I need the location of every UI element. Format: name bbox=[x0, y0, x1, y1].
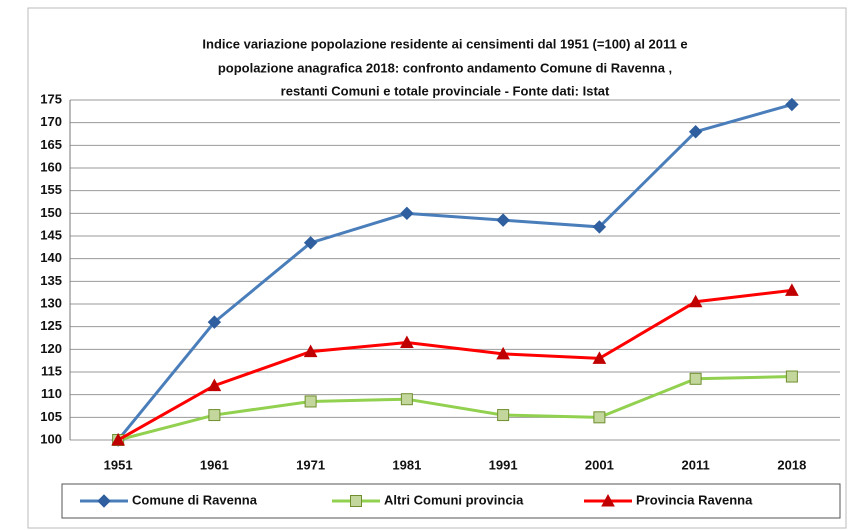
marker bbox=[303, 344, 318, 358]
marker bbox=[785, 97, 799, 112]
y-tick-label: 160 bbox=[40, 159, 62, 174]
marker bbox=[785, 283, 799, 296]
x-tick-label: 2018 bbox=[777, 457, 806, 472]
marker bbox=[207, 315, 222, 329]
series-line bbox=[116, 103, 793, 441]
x-tick-label: 1971 bbox=[296, 457, 325, 472]
x-tick-label: 2011 bbox=[682, 457, 710, 472]
y-tick-label: 105 bbox=[40, 409, 62, 424]
y-tick-label: 150 bbox=[40, 205, 62, 220]
legend-box bbox=[61, 483, 841, 519]
y-tick-label: 110 bbox=[41, 386, 62, 401]
x-tick-label: 1991 bbox=[489, 457, 518, 472]
y-tick-label: 100 bbox=[40, 431, 62, 446]
y-tick-label: 135 bbox=[40, 273, 62, 288]
x-tick-label: 2001 bbox=[585, 457, 614, 472]
series-line bbox=[117, 288, 793, 442]
chart-frame bbox=[27, 7, 847, 529]
y-tick-label: 120 bbox=[40, 341, 62, 356]
marker bbox=[400, 393, 413, 406]
y-tick-label: 130 bbox=[40, 295, 62, 310]
marker bbox=[400, 206, 414, 221]
chart-title: Indice variazione popolazione residente … bbox=[202, 36, 687, 51]
marker bbox=[496, 213, 510, 227]
y-tick-label: 170 bbox=[40, 114, 62, 129]
y-tick-label: 115 bbox=[41, 363, 62, 378]
y-tick-label: 125 bbox=[40, 318, 62, 333]
legend-label: Provincia Ravenna bbox=[636, 492, 753, 507]
marker bbox=[593, 411, 606, 424]
marker bbox=[601, 493, 615, 507]
y-tick-label: 145 bbox=[40, 227, 62, 242]
x-tick-label: 1981 bbox=[392, 457, 421, 472]
x-tick-label: 1961 bbox=[200, 457, 229, 472]
marker bbox=[350, 495, 362, 507]
chart-title: popolazione anagrafica 2018: confronto a… bbox=[218, 60, 672, 75]
marker bbox=[111, 432, 125, 446]
marker bbox=[689, 372, 702, 385]
marker bbox=[785, 370, 798, 383]
marker bbox=[400, 335, 414, 349]
y-tick-label: 165 bbox=[40, 137, 62, 152]
series-line bbox=[117, 375, 792, 442]
y-tick-label: 140 bbox=[40, 250, 62, 265]
marker bbox=[303, 236, 318, 250]
marker bbox=[208, 409, 221, 422]
marker bbox=[304, 395, 317, 408]
legend-label: Comune di Ravenna bbox=[132, 492, 258, 507]
marker bbox=[688, 294, 703, 308]
marker bbox=[207, 378, 222, 392]
marker bbox=[97, 494, 111, 508]
marker bbox=[497, 409, 510, 422]
marker bbox=[592, 220, 607, 234]
legend-label: Altri Comuni provincia bbox=[384, 492, 524, 507]
y-tick-label: 155 bbox=[40, 182, 62, 197]
x-tick-label: 1951 bbox=[104, 457, 133, 472]
marker bbox=[688, 125, 703, 139]
chart-title: restanti Comuni e totale provinciale - F… bbox=[281, 83, 610, 98]
y-tick-label: 175 bbox=[40, 91, 62, 106]
marker bbox=[496, 346, 510, 360]
marker bbox=[592, 351, 607, 364]
